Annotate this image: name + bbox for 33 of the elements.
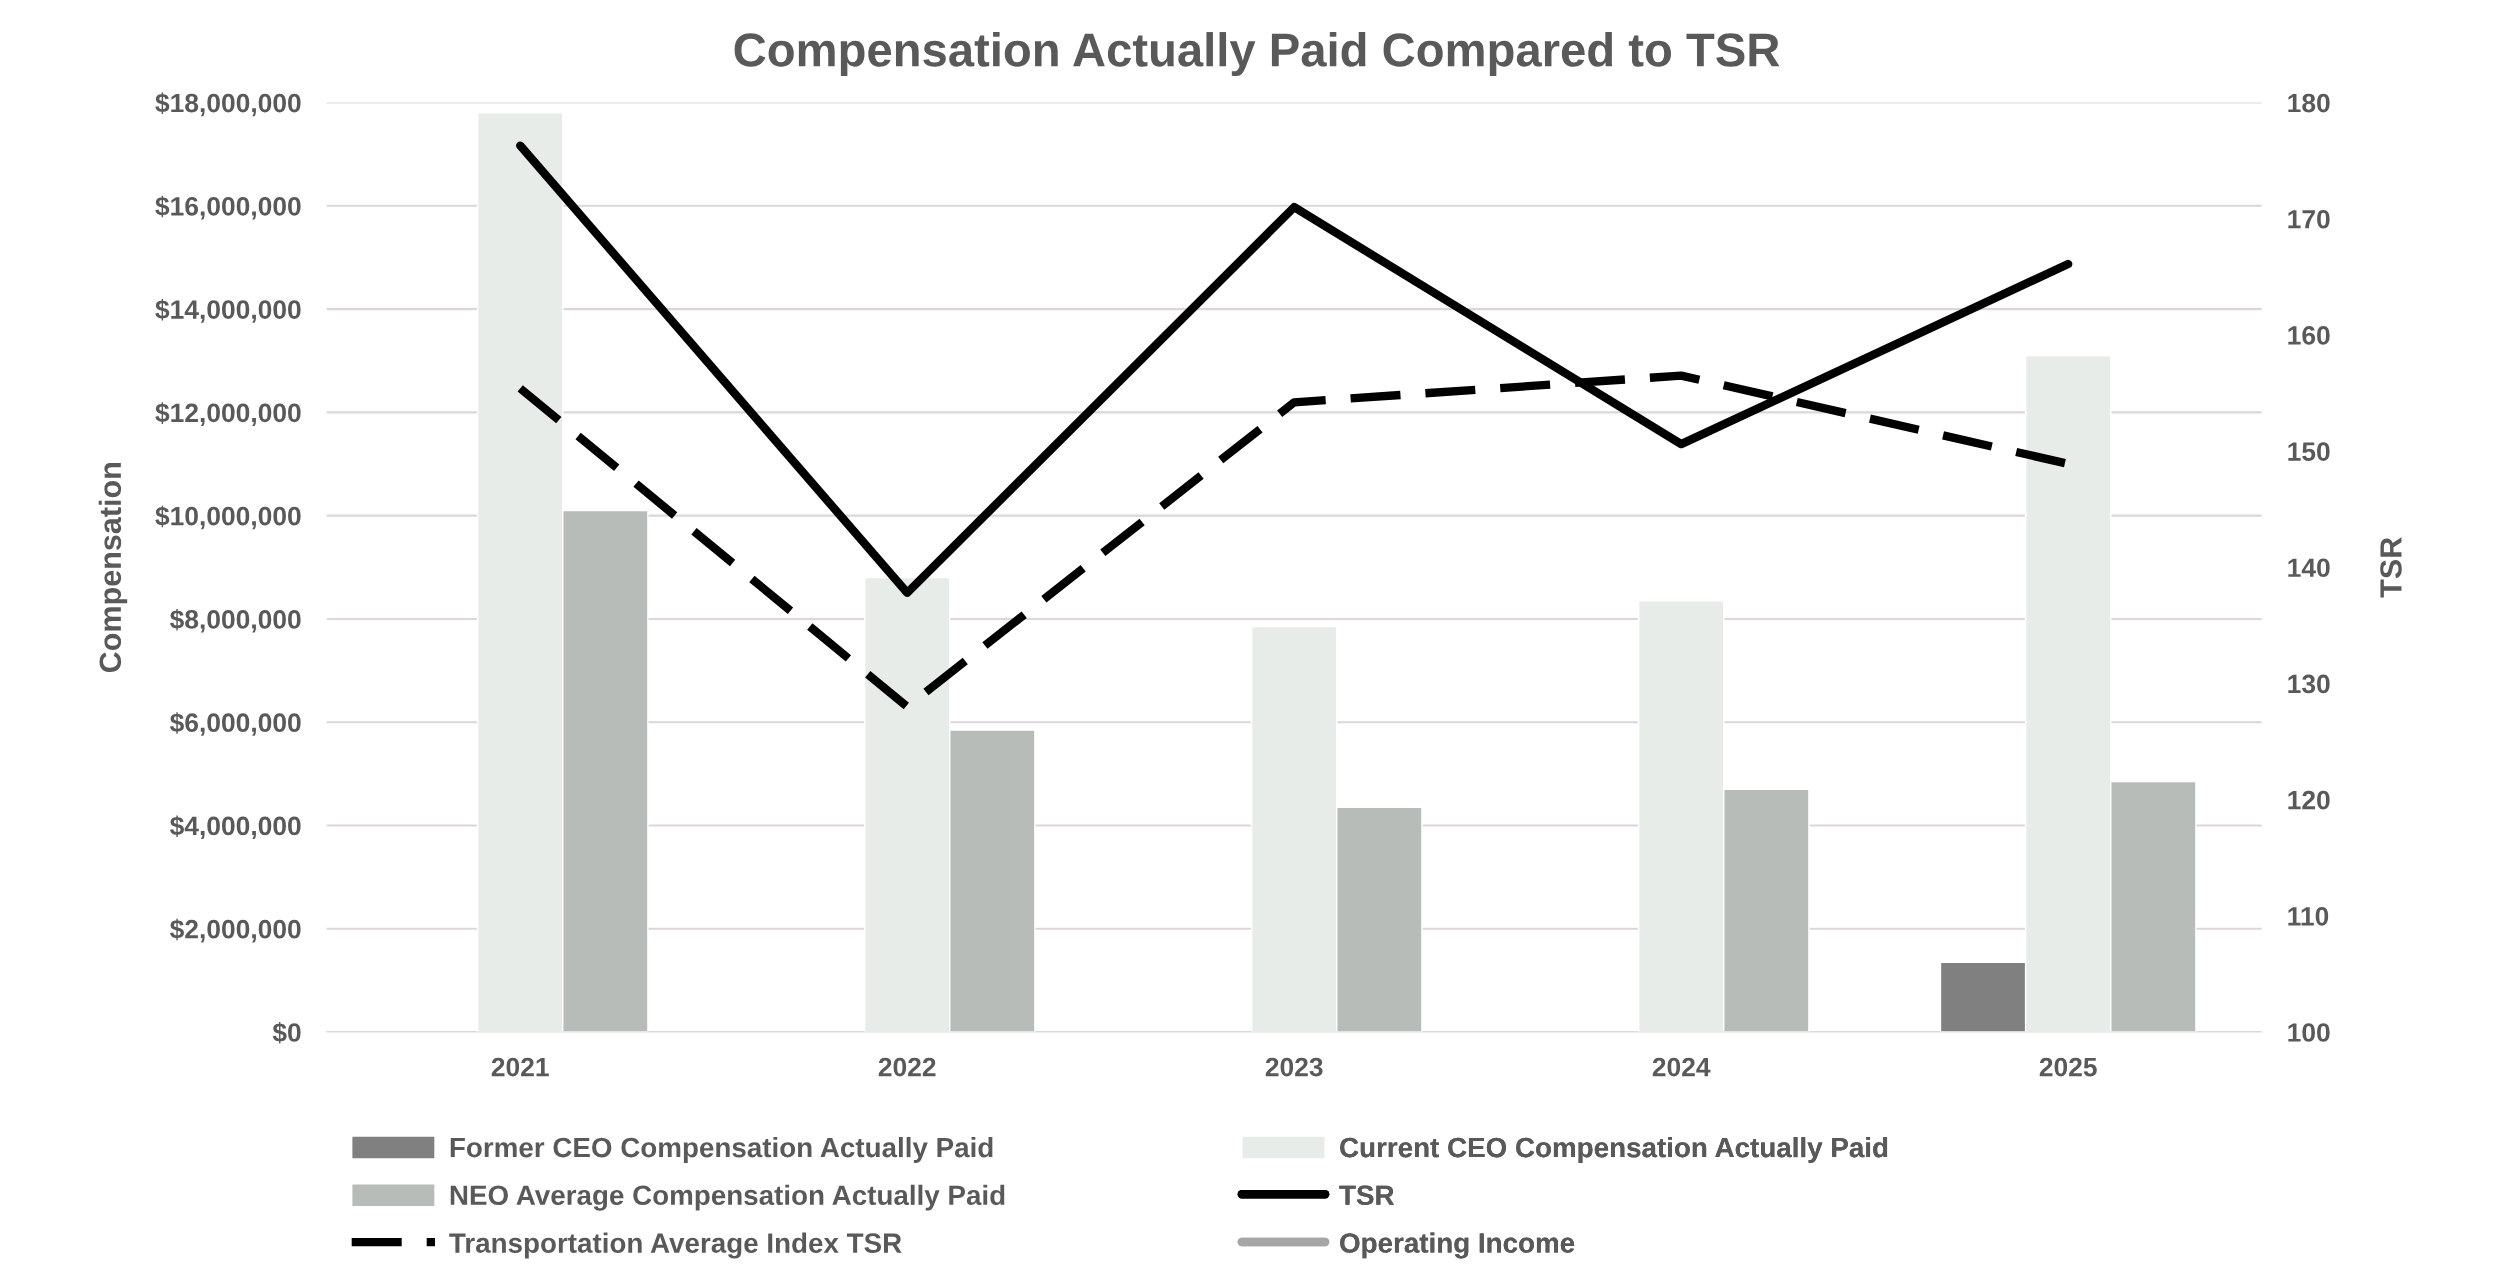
y2-tick-label: 120: [2288, 790, 2330, 810]
y-tick-label: $4,000,000: [169, 815, 301, 840]
y2-tick-label: 130: [2288, 674, 2330, 694]
legend-label: Former CEO Compensation Actually Paid: [450, 1136, 993, 1163]
y-axis-title: Compensation: [98, 463, 128, 673]
y-tick-label: $12,000,000: [155, 402, 301, 427]
y-tick-label: $18,000,000: [155, 92, 301, 117]
y2-tick-label: 170: [2288, 209, 2330, 229]
x-tick-label: 2025: [2039, 1057, 2097, 1077]
y-tick-label: $16,000,000: [155, 195, 301, 220]
chart-title: Compensation Actually Paid Compared to TSR: [734, 32, 1780, 77]
y-tick-label: $6,000,000: [169, 712, 301, 736]
y2-tick-label: 180: [2288, 93, 2330, 113]
y-tick-label: $8,000,000: [169, 608, 301, 633]
legend-label: Transportation Average Index TSR: [449, 1232, 902, 1259]
y-tick-label: $10,000,000: [155, 505, 301, 530]
x-tick-label: 2023: [1265, 1057, 1323, 1077]
y2-tick-label: 100: [2288, 1023, 2330, 1042]
legend-label: TSR: [1339, 1185, 1394, 1206]
y2-tick-label: 140: [2288, 558, 2330, 578]
y-tick-label: $14,000,000: [155, 299, 301, 323]
y2-tick-label: 150: [2288, 442, 2330, 461]
x-tick-label: 2022: [878, 1057, 936, 1077]
y2-tick-label: 110: [2288, 906, 2329, 926]
y2-axis-title: TSR: [2380, 537, 2402, 598]
y2-tick-label: 160: [2288, 326, 2330, 345]
legend-label: Current CEO Compensation Actually Paid: [1340, 1136, 1888, 1163]
y-tick-label: $0: [272, 1021, 301, 1044]
legend-label: NEO Average Compensation Actually Paid: [450, 1184, 1005, 1211]
x-tick-label: 2021: [491, 1057, 549, 1077]
y-tick-label: $2,000,000: [169, 918, 301, 943]
legend-label: Operating Income: [1340, 1232, 1575, 1259]
x-tick-label: 2024: [1652, 1057, 1711, 1077]
